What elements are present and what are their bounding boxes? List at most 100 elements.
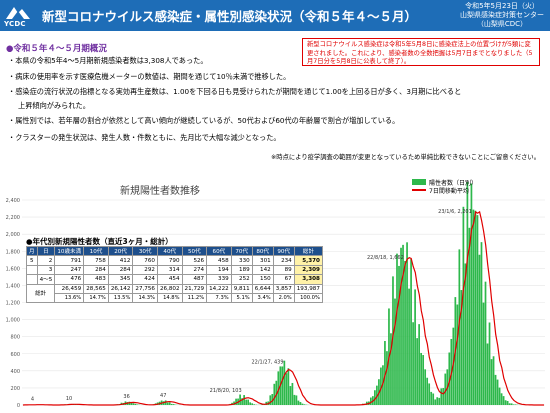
cell: 9,811 (230, 283, 253, 294)
daily-bar (374, 390, 376, 405)
daily-bar (301, 403, 304, 405)
daily-bar (239, 394, 241, 405)
daily-bar (468, 227, 471, 405)
cell: 89 (272, 264, 295, 276)
cell-total: 2,309 (293, 264, 323, 276)
daily-bar (269, 395, 272, 405)
y-tick-label: 1,800 (6, 249, 20, 255)
daily-bar (128, 401, 131, 405)
daily-bar (132, 403, 135, 405)
org-name: 山梨県感染症対策センター (460, 11, 544, 19)
y-tick-label: 400 (10, 369, 20, 375)
daily-bar (438, 397, 441, 405)
y-tick-label: 800 (10, 335, 20, 341)
daily-bar (249, 402, 252, 405)
y-tick-label: 1,400 (6, 283, 20, 289)
cell: 487 (181, 274, 208, 285)
cell: 13.5% (107, 292, 134, 304)
bullet-item-cont: 上昇傾向がみられた。 (18, 101, 90, 110)
y-tick-label: 2,000 (6, 232, 20, 238)
notice-box: 新型コロナウイルス感染症は令和5年5月8日に感染症法上の位置づけが5類に変更され… (302, 38, 540, 66)
col-header: 80代 (251, 245, 274, 257)
cell: 194 (206, 264, 232, 276)
page-title: 新型コロナウイルス感染症・属性別感染状況（令和５年４～５月） (42, 9, 418, 24)
daily-bar (492, 356, 495, 405)
daily-bar (287, 368, 290, 405)
cell: 14.7% (83, 292, 109, 304)
annotation-label: 22/8/18, 1,662 (367, 255, 404, 261)
daily-bar (432, 393, 435, 405)
daily-bar (506, 400, 509, 405)
bullet-item: ・感染症の流行状況の指標となる実効再生産数は、1.00を下回る日も見受けられたが… (8, 87, 462, 96)
table-row: 3 247 284 284 292 314 274 194 189 142 89… (26, 264, 323, 276)
col-header: 総計 (293, 245, 323, 257)
daily-bar (408, 288, 410, 405)
cell: 330 (230, 255, 253, 266)
cell: 189 (230, 264, 253, 276)
daily-bar (458, 249, 461, 405)
cell: 760 (132, 255, 158, 266)
daily-bar (285, 373, 288, 405)
cell: 247 (54, 264, 85, 276)
daily-bar (434, 399, 437, 405)
daily-bar (488, 322, 491, 405)
annotation-label: 10 (66, 396, 72, 402)
daily-bar (436, 397, 439, 405)
daily-bar (402, 244, 404, 405)
legend-line-swatch (412, 189, 426, 191)
cell: 3.4% (251, 292, 274, 304)
bullet-item: ・本県の令和5年4～5月期新規感染者数は3,308人であった。 (8, 56, 208, 65)
cell: 274 (181, 264, 208, 276)
daily-bar (418, 324, 420, 405)
daily-bar (251, 403, 254, 405)
table-row: 5 2 791 758 412 760 790 526 458 330 301 … (26, 255, 323, 266)
cell: 424 (132, 274, 158, 285)
daily-bar (478, 254, 481, 405)
header-bar: YCDC 新型コロナウイルス感染症・属性別感染状況（令和５年４～５月） 令和5年… (0, 0, 550, 31)
daily-bar (365, 401, 368, 405)
mountain-icon (6, 7, 30, 19)
daily-bar (396, 253, 398, 405)
daily-bar (440, 388, 443, 405)
daily-bar (398, 265, 400, 405)
daily-bar (430, 391, 433, 405)
col-header: 日 (36, 245, 56, 257)
y-tick-label: 2,200 (6, 215, 20, 221)
cell: 100.0% (293, 292, 323, 304)
col-header: 40代 (156, 245, 183, 257)
daily-bar (460, 290, 463, 405)
daily-bar (164, 400, 167, 405)
annotation-label: 36 (123, 394, 129, 400)
cell: 284 (83, 264, 109, 276)
daily-bar (500, 393, 503, 405)
col-header: 90代 (272, 245, 295, 257)
legend-item-daily: 陽性者数（日別） (412, 178, 477, 187)
cell: 14.3% (132, 292, 158, 304)
daily-bar (496, 379, 499, 405)
table-title: ●年代別新規陽性者数（直近3ヶ月・総計） (26, 237, 173, 246)
daily-bar (394, 298, 396, 405)
y-tick-label: 1,600 (6, 266, 20, 272)
col-header: 月 (26, 245, 38, 257)
y-tick-label: 2,400 (6, 198, 20, 204)
cell: 284 (107, 264, 134, 276)
y-tick-label: 0 (17, 403, 20, 409)
col-header: 10代 (83, 245, 109, 257)
cell: 27,756 (132, 283, 158, 294)
daily-bar (426, 377, 429, 405)
table-pct-row: 13.6% 14.7% 13.5% 14.3% 14.8% 11.2% 7.3%… (27, 292, 323, 304)
org-abbrev: （山梨県CDC） (476, 20, 528, 28)
daily-bar (490, 359, 493, 405)
daily-bar (384, 340, 386, 405)
annotation-label: 4 (31, 397, 34, 403)
daily-bar (422, 355, 425, 405)
daily-bar (510, 403, 513, 405)
cell: 301 (251, 255, 274, 266)
cell (26, 274, 38, 285)
cell: 345 (107, 274, 134, 285)
daily-bar (404, 260, 406, 405)
daily-bar (134, 403, 137, 405)
daily-bar (508, 403, 511, 405)
daily-bar (299, 402, 302, 405)
cell: 14,222 (206, 283, 232, 294)
